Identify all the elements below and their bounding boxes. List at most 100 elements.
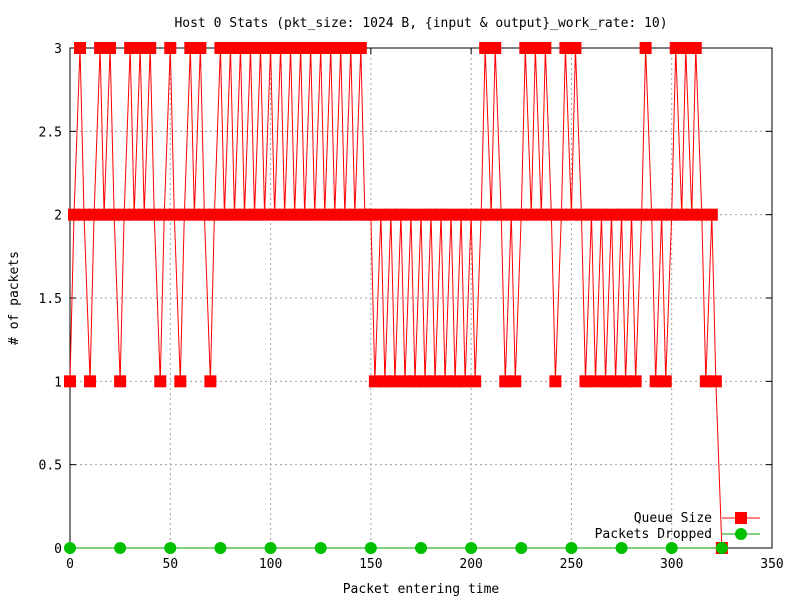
- data-point-queue-size: [495, 208, 508, 221]
- data-point-queue-size: [515, 208, 528, 221]
- data-point-queue-size: [378, 375, 391, 388]
- data-point-queue-size: [659, 375, 672, 388]
- data-point-queue-size: [459, 375, 472, 388]
- data-point-queue-size: [679, 42, 692, 54]
- y-tick-label: 1: [54, 375, 62, 390]
- data-point-queue-size: [539, 42, 552, 54]
- data-point-queue-size: [134, 42, 147, 54]
- data-point-queue-size: [254, 42, 267, 54]
- data-point-queue-size: [68, 208, 81, 221]
- x-tick-label: 100: [259, 557, 282, 572]
- data-point-queue-size: [665, 208, 678, 221]
- data-point-queue-size: [228, 208, 241, 221]
- data-point-queue-size: [499, 375, 512, 388]
- data-point-queue-size: [435, 208, 448, 221]
- data-point-queue-size: [705, 208, 718, 221]
- data-point-packets-dropped: [615, 542, 628, 554]
- x-tick-label: 300: [660, 557, 683, 572]
- data-point-queue-size: [258, 208, 271, 221]
- x-tick-label: 250: [560, 557, 583, 572]
- data-point-queue-size: [525, 208, 538, 221]
- x-tick-label: 0: [66, 557, 74, 572]
- data-point-queue-size: [655, 208, 668, 221]
- data-point-queue-size: [328, 208, 341, 221]
- data-point-queue-size: [509, 375, 522, 388]
- data-point-queue-size: [669, 42, 682, 54]
- data-point-queue-size: [394, 208, 407, 221]
- data-point-queue-size: [298, 208, 311, 221]
- x-tick-label: 200: [459, 557, 482, 572]
- data-point-queue-size: [278, 208, 291, 221]
- data-point-packets-dropped: [214, 542, 227, 554]
- data-point-queue-size: [98, 208, 111, 221]
- data-point-queue-size: [314, 42, 327, 54]
- data-point-queue-size: [404, 208, 417, 221]
- data-point-queue-size: [585, 208, 598, 221]
- data-point-queue-size: [348, 208, 361, 221]
- data-point-queue-size: [569, 42, 582, 54]
- data-point-queue-size: [469, 375, 482, 388]
- data-point-queue-size: [288, 208, 301, 221]
- x-tick-label: 350: [760, 557, 783, 572]
- data-point-queue-size: [529, 42, 542, 54]
- legend-marker-queue-size: [735, 512, 747, 524]
- data-point-queue-size: [439, 375, 452, 388]
- data-point-queue-size: [104, 42, 117, 54]
- data-point-queue-size: [589, 375, 602, 388]
- y-tick-label: 1.5: [39, 292, 62, 307]
- data-point-queue-size: [408, 375, 421, 388]
- data-point-queue-size: [559, 42, 572, 54]
- data-point-queue-size: [629, 375, 642, 388]
- data-point-queue-size: [128, 208, 141, 221]
- grid: [70, 48, 772, 548]
- data-point-queue-size: [318, 208, 331, 221]
- data-point-queue-size: [709, 375, 722, 388]
- data-point-queue-size: [208, 208, 221, 221]
- x-tick-label: 150: [359, 557, 382, 572]
- data-point-queue-size: [455, 208, 468, 221]
- data-point-queue-size: [364, 208, 377, 221]
- data-point-queue-size: [138, 208, 151, 221]
- data-point-queue-size: [398, 375, 411, 388]
- data-point-queue-size: [218, 208, 231, 221]
- data-point-queue-size: [154, 375, 167, 388]
- data-point-queue-size: [675, 208, 688, 221]
- data-point-queue-size: [535, 208, 548, 221]
- data-point-queue-size: [338, 208, 351, 221]
- data-point-queue-size: [94, 42, 107, 54]
- data-point-queue-size: [475, 208, 488, 221]
- data-point-queue-size: [184, 42, 197, 54]
- legend-label-packets-dropped: Packets Dropped: [595, 527, 712, 542]
- data-point-queue-size: [158, 208, 171, 221]
- data-point-queue-size: [368, 375, 381, 388]
- data-point-queue-size: [148, 208, 161, 221]
- data-point-queue-size: [384, 208, 397, 221]
- data-point-packets-dropped: [264, 542, 277, 554]
- y-tick-label: 0.5: [39, 459, 62, 474]
- data-point-queue-size: [74, 42, 87, 54]
- data-point-queue-size: [505, 208, 518, 221]
- y-tick-label: 2: [54, 209, 62, 224]
- data-point-queue-size: [84, 375, 97, 388]
- data-point-queue-size: [118, 208, 131, 221]
- data-point-queue-size: [274, 42, 287, 54]
- data-point-queue-size: [168, 208, 181, 221]
- data-point-queue-size: [635, 208, 648, 221]
- data-point-queue-size: [519, 42, 532, 54]
- data-point-queue-size: [549, 375, 562, 388]
- data-point-queue-size: [178, 208, 191, 221]
- data-point-packets-dropped: [715, 542, 728, 554]
- data-point-queue-size: [695, 208, 708, 221]
- data-point-packets-dropped: [665, 542, 678, 554]
- data-point-queue-size: [545, 208, 558, 221]
- data-point-queue-size: [344, 42, 357, 54]
- data-point-queue-size: [334, 42, 347, 54]
- y-tick-label: 2.5: [39, 125, 62, 140]
- data-point-queue-size: [264, 42, 277, 54]
- data-point-queue-size: [605, 208, 618, 221]
- data-point-queue-size: [689, 42, 702, 54]
- data-point-queue-size: [599, 375, 612, 388]
- data-point-packets-dropped: [465, 542, 478, 554]
